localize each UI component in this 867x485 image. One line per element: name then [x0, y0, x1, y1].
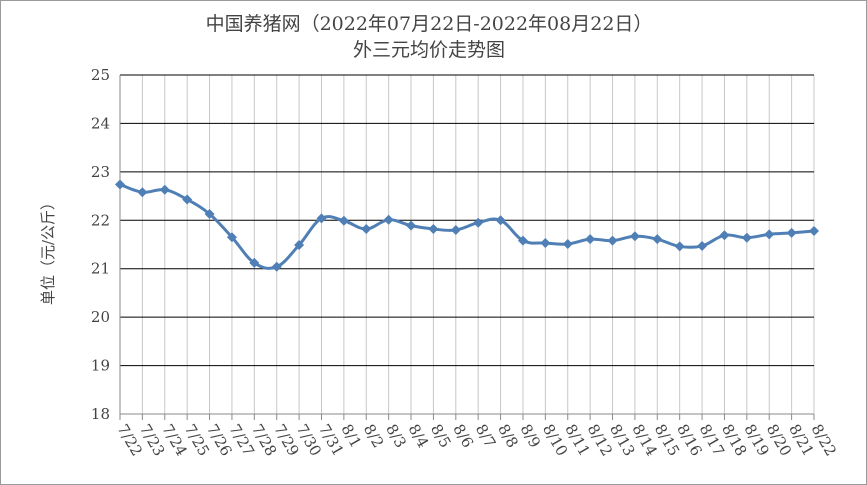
x-tick-label: 8/8	[494, 421, 522, 451]
series-line	[119, 183, 815, 270]
data-point-marker	[271, 261, 282, 272]
x-tick-label: 8/9	[517, 421, 545, 451]
data-point-marker	[249, 257, 260, 268]
data-point-marker	[629, 231, 640, 242]
data-point-marker	[607, 235, 618, 246]
data-point-marker	[115, 179, 125, 190]
data-point-marker	[540, 238, 551, 249]
y-axis-label: 单位（元/公斤）	[39, 195, 57, 305]
data-point-marker	[764, 229, 775, 240]
data-point-marker	[338, 215, 349, 226]
data-point-marker	[697, 240, 708, 251]
x-tick-label: 8/2	[360, 421, 388, 451]
data-point-marker	[383, 214, 394, 225]
data-point-marker	[182, 194, 193, 205]
x-tick-label: 8/5	[427, 421, 455, 451]
series-layer	[115, 179, 819, 272]
y-tick-label: 18	[91, 405, 110, 423]
data-point-marker	[719, 230, 730, 241]
y-tick-label: 24	[91, 114, 110, 132]
data-point-marker	[294, 239, 305, 250]
y-tick-labels: 18 19 20 21 22 23 24 25	[91, 66, 110, 423]
y-tick-label: 20	[91, 308, 110, 326]
data-point-marker	[204, 208, 215, 219]
data-point-marker	[137, 187, 148, 198]
x-tick-label: 8/4	[405, 421, 433, 451]
data-point-marker	[159, 184, 170, 195]
data-point-marker	[450, 224, 461, 235]
chart-subtitle: 外三元均价走势图	[353, 39, 505, 61]
axes	[119, 75, 815, 420]
x-tick-labels: 7/227/237/247/257/267/277/287/297/307/31…	[114, 421, 840, 459]
data-point-marker	[316, 213, 327, 224]
data-point-marker	[473, 217, 484, 228]
data-point-marker	[652, 234, 663, 245]
data-point-marker	[809, 225, 819, 236]
data-point-marker	[226, 232, 237, 243]
x-tick-label: 8/6	[449, 421, 477, 451]
y-tick-label: 22	[91, 211, 110, 229]
chart-title: 中国养猪网（2022年07月22日-2022年08月22日）	[206, 13, 653, 35]
y-tick-label: 23	[91, 163, 110, 181]
data-point-marker	[741, 232, 752, 243]
data-point-marker	[585, 234, 596, 245]
data-point-marker	[517, 235, 528, 246]
gridlines	[119, 74, 815, 414]
data-point-marker	[562, 239, 573, 250]
data-point-marker	[361, 224, 372, 235]
y-tick-label: 19	[91, 357, 110, 375]
data-point-marker	[428, 224, 439, 235]
data-point-marker	[406, 220, 417, 231]
x-tick-label: 8/7	[472, 421, 500, 451]
y-tick-label: 21	[91, 260, 110, 278]
x-tick-label: 8/3	[382, 421, 410, 451]
data-point-marker	[786, 227, 797, 238]
y-tick-label: 25	[91, 66, 110, 84]
data-point-marker	[674, 241, 685, 252]
data-point-marker	[495, 215, 506, 226]
